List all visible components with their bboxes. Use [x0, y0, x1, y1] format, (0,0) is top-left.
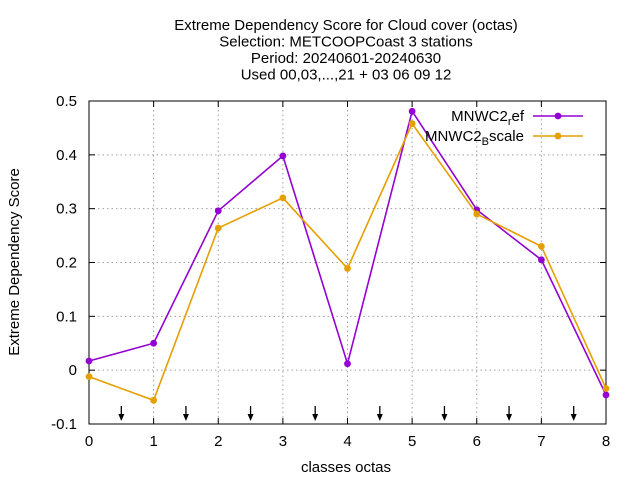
- y-tick-label: 0.3: [56, 201, 77, 218]
- data-point: [344, 360, 351, 368]
- series: [85, 107, 610, 404]
- axes: 0 1 2 3 4 5 6 7 8 -0.1 0 0.1 0.2 0.3 0.4 0.5: [51, 93, 610, 450]
- arrow-head: [182, 414, 189, 421]
- legend-label: MNWC2ref: [451, 108, 525, 128]
- arrow-markers: [118, 406, 577, 421]
- data-point: [214, 207, 222, 215]
- legend-marker: [554, 132, 562, 140]
- legend-marker: [554, 112, 562, 120]
- x-tick-label: 7: [537, 433, 545, 450]
- x-tick-label: 5: [408, 433, 416, 450]
- data-point: [602, 391, 610, 399]
- plot-frame: [88, 100, 607, 425]
- x-axis-label: classes octas: [301, 459, 391, 476]
- x-tick-label: 3: [279, 433, 287, 450]
- data-point: [150, 396, 158, 404]
- data-point: [85, 357, 93, 365]
- y-tick-label: 0.5: [56, 93, 77, 110]
- data-point: [85, 373, 93, 381]
- grid: [89, 101, 606, 424]
- data-point: [344, 265, 351, 272]
- y-tick-label: 0: [69, 362, 77, 379]
- x-tick-label: 4: [343, 433, 351, 450]
- data-point: [214, 224, 222, 232]
- x-tick-label: 2: [214, 433, 222, 450]
- x-tick-label: 1: [149, 433, 157, 450]
- arrow-head: [118, 414, 125, 421]
- y-tick-label: 0.4: [56, 147, 77, 164]
- data-point: [279, 152, 287, 160]
- arrow-head: [247, 414, 254, 421]
- x-tick-label: 6: [473, 433, 481, 450]
- y-axis-label: Extreme Dependency Score: [6, 168, 23, 356]
- data-point: [602, 385, 610, 392]
- data-point: [537, 256, 545, 264]
- data-point: [150, 339, 158, 347]
- title-line: Extreme Dependency Score for Cloud cover…: [174, 17, 517, 34]
- chart-title: Extreme Dependency Score for Cloud cover…: [174, 17, 517, 84]
- data-point: [537, 242, 545, 250]
- y-tick-label: 0.1: [56, 308, 77, 325]
- arrow-head: [441, 414, 448, 421]
- title-line: Used 00,03,...,21 + 03 06 09 12: [241, 67, 452, 84]
- data-point: [473, 210, 481, 218]
- data-point: [408, 107, 416, 115]
- title-line: Selection: METCOOPCoast 3 stations: [219, 34, 472, 51]
- title-line: Period: 20240601-20240630: [251, 50, 441, 67]
- y-tick-label: -0.1: [51, 416, 77, 433]
- series-line: [88, 109, 607, 396]
- arrow-head: [570, 414, 577, 421]
- data-point: [408, 120, 416, 128]
- x-tick-label: 0: [85, 433, 93, 450]
- x-tick-label: 8: [602, 433, 610, 450]
- arrow-head: [312, 414, 319, 421]
- y-tick-label: 0.2: [56, 255, 77, 272]
- arrow-head: [506, 414, 513, 421]
- arrow-head: [376, 414, 383, 421]
- legend-label: MNWC2Bscale: [425, 128, 524, 148]
- data-point: [279, 194, 287, 202]
